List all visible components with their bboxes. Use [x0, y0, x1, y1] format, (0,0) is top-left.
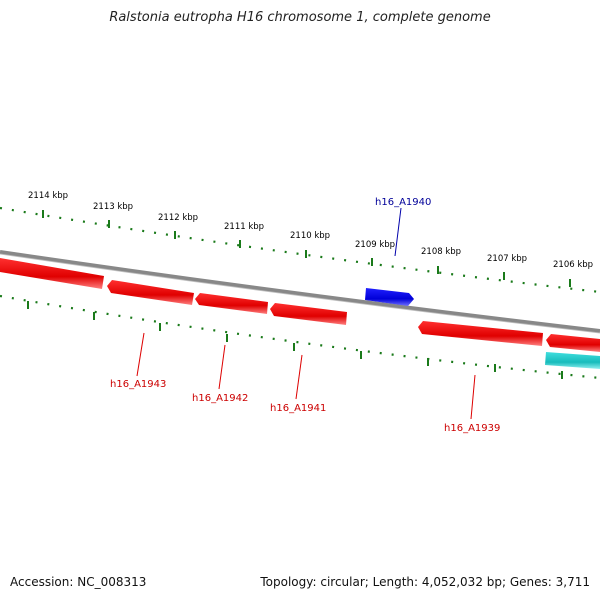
- gene-label-h16-A1939[interactable]: h16_A1939: [444, 423, 500, 434]
- gene-label-h16-A1943[interactable]: h16_A1943: [110, 379, 166, 390]
- genome-summary-text: Topology: circular; Length: 4,052,032 bp…: [260, 575, 590, 589]
- scale-label: 2108 kbp: [421, 247, 461, 257]
- scale-label: 2114 kbp: [28, 191, 68, 201]
- other-gene-partial[interactable]: [545, 352, 600, 369]
- scale-label: 2107 kbp: [487, 254, 527, 264]
- label-leaders: [136, 207, 476, 420]
- inner-major-ticks: [27, 301, 563, 379]
- forward-gene-h16-A1940[interactable]: [365, 288, 414, 306]
- reverse-gene-h16-A1942[interactable]: [195, 293, 268, 314]
- reverse-gene-partial[interactable]: [546, 334, 600, 352]
- scale-label: 2106 kbp: [553, 260, 593, 270]
- scale-label: 2110 kbp: [290, 231, 330, 241]
- reverse-gene-h16-A1943[interactable]: [107, 280, 194, 305]
- scale-label: 2113 kbp: [93, 202, 133, 212]
- scale-label: 2111 kbp: [224, 222, 264, 232]
- inner-scale-track: [0, 294, 600, 380]
- gene-label-h16-A1942[interactable]: h16_A1942: [192, 393, 248, 404]
- gene-label-h16-A1940[interactable]: h16_A1940: [375, 197, 431, 208]
- accession-text: Accession: NC_008313: [10, 575, 147, 589]
- genome-title: Ralstonia eutropha H16 chromosome 1, com…: [109, 10, 491, 25]
- scale-label: 2109 kbp: [355, 240, 395, 250]
- reverse-gene[interactable]: [0, 258, 104, 289]
- outer-scale-track: [0, 206, 600, 294]
- chromosome-backbone: [0, 250, 600, 333]
- reverse-gene-h16-A1939[interactable]: [418, 321, 543, 346]
- reverse-gene-h16-A1941[interactable]: [270, 303, 347, 325]
- outer-major-ticks: [42, 210, 571, 287]
- gene-label-h16-A1941[interactable]: h16_A1941: [270, 403, 326, 414]
- scale-label: 2112 kbp: [158, 213, 198, 223]
